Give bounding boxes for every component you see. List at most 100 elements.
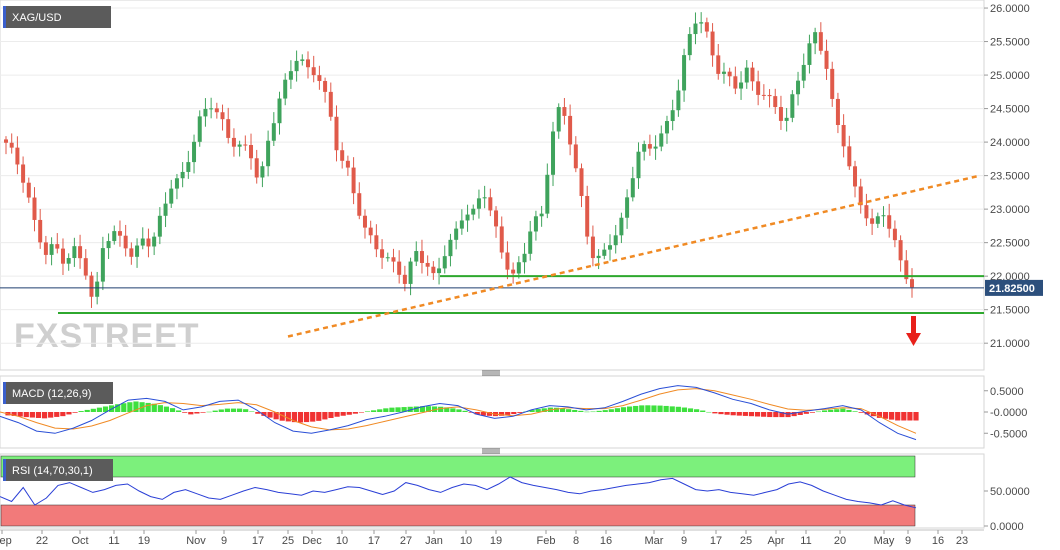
macd-histogram-bar bbox=[328, 412, 334, 419]
x-tick-label: Jan bbox=[425, 535, 443, 547]
candle-body bbox=[323, 80, 328, 92]
macd-histogram-bar bbox=[194, 412, 200, 414]
pane-splitter-icon[interactable] bbox=[482, 448, 500, 454]
y-tick-label: 22.5000 bbox=[990, 238, 1030, 250]
y-tick-label: -0.5000 bbox=[990, 428, 1027, 440]
candle-body bbox=[659, 133, 664, 147]
x-tick-label: 16 bbox=[932, 535, 944, 547]
price-pane[interactable] bbox=[0, 0, 985, 371]
macd-histogram-bar bbox=[553, 407, 560, 412]
candle-body bbox=[60, 248, 65, 264]
x-tick-label: Mar bbox=[645, 535, 664, 547]
down-arrow-icon bbox=[906, 316, 921, 346]
macd-histogram-bar bbox=[297, 412, 304, 423]
macd-histogram-bar bbox=[895, 412, 901, 421]
candle-body bbox=[704, 22, 709, 32]
macd-histogram-bar bbox=[633, 405, 639, 412]
symbol-title-box[interactable]: XAG/USD bbox=[3, 6, 111, 28]
macd-histogram-bar bbox=[797, 412, 803, 415]
macd-histogram-bar bbox=[163, 406, 170, 412]
last-price-label: 21.82500 bbox=[989, 283, 1035, 295]
macd-histogram-bar bbox=[578, 410, 584, 412]
macd-histogram-bar bbox=[389, 407, 395, 412]
candle-body bbox=[545, 174, 550, 214]
time-axis: Sep 22 Oct 11 19 Nov 9 17 25 Dec 10 17 27 Jan 10 19 Feb 8… bbox=[0, 529, 984, 547]
candle-body bbox=[95, 281, 100, 297]
candle-body bbox=[721, 71, 726, 74]
macd-histogram-bar bbox=[687, 408, 694, 412]
candle-body bbox=[203, 108, 208, 117]
macd-histogram-bar bbox=[480, 412, 486, 416]
macd-histogram-bar bbox=[96, 407, 103, 412]
x-tick-label: Oct bbox=[71, 535, 88, 547]
macd-histogram-bar bbox=[346, 412, 352, 415]
candle-body bbox=[311, 67, 316, 76]
macd-histogram-bar bbox=[450, 408, 456, 412]
candle-body bbox=[283, 79, 288, 99]
candle-body bbox=[687, 34, 692, 56]
macd-histogram-bar bbox=[748, 412, 755, 417]
macd-histogram-bar bbox=[413, 406, 419, 412]
candle-body bbox=[858, 186, 863, 206]
candle-body bbox=[66, 258, 71, 264]
macd-histogram-bar bbox=[310, 412, 316, 422]
macd-histogram-bar bbox=[176, 410, 182, 412]
macd-histogram-bar bbox=[651, 405, 657, 412]
candle-body bbox=[642, 144, 647, 152]
candle-body bbox=[710, 31, 715, 56]
candle-body bbox=[83, 258, 88, 276]
macd-title: MACD (12,26,9) bbox=[12, 388, 91, 400]
macd-title-box[interactable]: MACD (12,26,9) bbox=[3, 382, 113, 404]
macd-histogram-bar bbox=[212, 410, 218, 412]
macd-histogram-bar bbox=[157, 405, 163, 412]
macd-histogram-bar bbox=[761, 412, 767, 417]
macd-histogram-bar bbox=[840, 408, 846, 412]
candle-body bbox=[636, 151, 641, 179]
candle-body bbox=[26, 182, 31, 198]
candle-body bbox=[442, 256, 447, 269]
candle-body bbox=[197, 116, 202, 142]
macd-signal-line bbox=[0, 388, 917, 434]
candle-body bbox=[260, 166, 265, 178]
macd-histogram-bar bbox=[712, 412, 718, 414]
candle-body bbox=[374, 235, 379, 250]
macd-histogram-bar bbox=[182, 412, 188, 413]
macd-histogram-bar bbox=[529, 410, 535, 412]
macd-histogram-bar bbox=[151, 403, 157, 412]
candle-body bbox=[562, 107, 567, 116]
candlestick-series bbox=[4, 12, 914, 308]
candle-body bbox=[345, 160, 350, 168]
rsi-title-box[interactable]: RSI (14,70,30,1) bbox=[3, 459, 113, 481]
y-tick-label: 24.5000 bbox=[990, 104, 1030, 116]
candle-body bbox=[761, 94, 766, 96]
macd-histogram-bar bbox=[218, 409, 224, 412]
macd-histogram-bar bbox=[145, 402, 151, 412]
candle-body bbox=[135, 245, 140, 257]
candle-body bbox=[300, 59, 305, 61]
macd-histogram-bar bbox=[133, 401, 139, 412]
candle-body bbox=[425, 262, 430, 267]
candle-body bbox=[169, 188, 174, 204]
candle-body bbox=[306, 59, 310, 68]
macd-histogram-bar bbox=[700, 410, 706, 412]
x-tick-label: 17 bbox=[368, 535, 380, 547]
macd-histogram-bar bbox=[882, 412, 889, 419]
y-tick-label: 26.0000 bbox=[990, 3, 1030, 15]
pane-splitter-icon[interactable] bbox=[482, 370, 500, 376]
y-tick-label: 0.5000 bbox=[990, 386, 1024, 398]
candle-body bbox=[106, 241, 111, 249]
macd-histogram-bar bbox=[395, 407, 401, 412]
candle-body bbox=[767, 94, 772, 97]
macd-histogram-bar bbox=[23, 412, 29, 418]
candle-body bbox=[89, 275, 94, 297]
x-tick-label: 23 bbox=[956, 535, 968, 547]
macd-histogram-bar bbox=[614, 408, 620, 412]
rsi-series: 50.0000 0.0000 bbox=[0, 455, 1030, 533]
candle-body bbox=[334, 116, 339, 151]
x-tick-label: Sep bbox=[0, 535, 12, 547]
macd-histogram-bar bbox=[291, 412, 298, 423]
macd-histogram-bar bbox=[694, 409, 700, 412]
candle-body bbox=[157, 215, 162, 237]
candle-body bbox=[317, 75, 322, 81]
macd-histogram-bar bbox=[675, 406, 681, 412]
